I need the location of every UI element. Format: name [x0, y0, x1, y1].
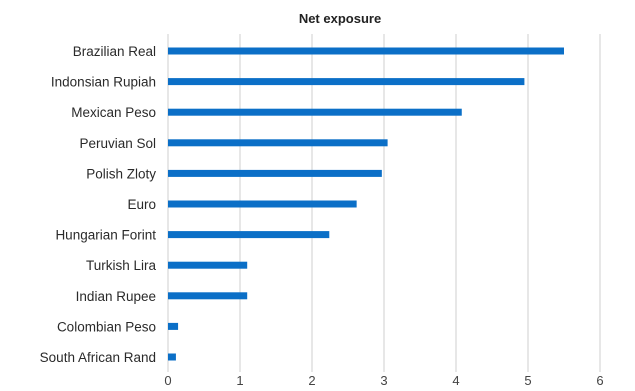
category-label-peruvian-sol: Peruvian Sol — [79, 136, 156, 151]
bars — [168, 47, 564, 361]
bar-indonsian-rupiah — [168, 78, 525, 86]
category-label-mexican-peso: Mexican Peso — [71, 105, 156, 120]
x-tick-label-4: 4 — [452, 373, 459, 386]
category-label-indian-rupee: Indian Rupee — [76, 289, 156, 304]
x-tick-label-2: 2 — [308, 373, 315, 386]
category-labels: Brazilian Real Indonsian Rupiah Mexican Pe… — [40, 44, 157, 365]
bar-polish-zloty — [168, 169, 382, 177]
bar-euro — [168, 200, 357, 208]
bar-indian-rupee — [168, 292, 248, 300]
bar-mexican-peso — [168, 108, 462, 116]
category-label-brazilian-real: Brazilian Real — [73, 44, 156, 59]
x-tick-label-6: 6 — [596, 373, 603, 386]
category-label-indonsian-rupiah: Indonsian Rupiah — [51, 75, 156, 90]
category-label-hungarian-forint: Hungarian Forint — [55, 228, 156, 243]
chart-title: Net exposure — [299, 11, 381, 26]
bar-south-african-rand — [168, 353, 176, 361]
bar-hungarian-forint — [168, 231, 330, 239]
bar-brazilian-real — [168, 47, 564, 55]
x-tick-label-3: 3 — [380, 373, 387, 386]
category-label-euro: Euro — [127, 197, 156, 212]
x-axis-tick-labels: 0 1 2 3 4 5 6 — [164, 373, 603, 388]
category-label-colombian-peso: Colombian Peso — [57, 319, 156, 334]
category-label-south-african-rand: South African Rand — [40, 350, 156, 365]
x-tick-label-1: 1 — [236, 373, 243, 386]
x-tick-label-0: 0 — [164, 373, 171, 386]
bar-peruvian-sol — [168, 139, 388, 147]
bar-colombian-peso — [168, 322, 179, 330]
bar-turkish-lira — [168, 261, 248, 269]
category-label-polish-zloty: Polish Zloty — [86, 166, 156, 181]
x-tick-label-5: 5 — [524, 373, 531, 386]
category-label-turkish-lira: Turkish Lira — [86, 258, 157, 273]
